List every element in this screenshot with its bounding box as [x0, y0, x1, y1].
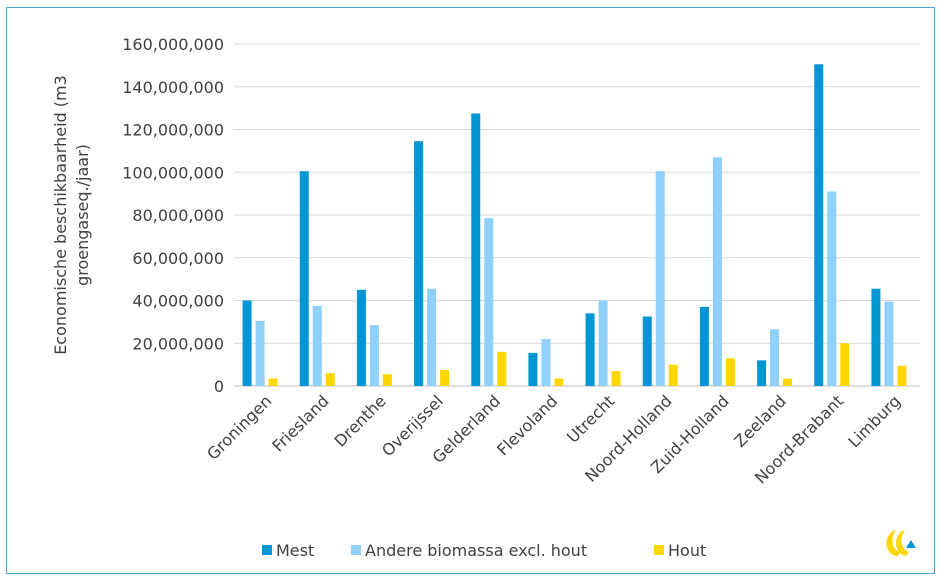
bar-andere-biomassa-excl-hout-friesland — [312, 305, 322, 386]
bar-mest-gelderland — [471, 113, 481, 386]
bar-mest-zuid-holland — [699, 306, 709, 386]
legend: Mest Andere biomassa excl. hout Hout — [262, 541, 706, 560]
bar-andere-biomassa-excl-hout-flevoland — [541, 338, 551, 386]
bar-andere-biomassa-excl-hout-noord-brabant — [827, 191, 837, 386]
bar-mest-friesland — [299, 171, 309, 386]
y-tick-label: 80,000,000 — [132, 206, 224, 225]
y-axis-label: Economische beschikbaarheid (m3 groengase… — [51, 75, 92, 355]
bar-hout-limburg — [897, 365, 907, 386]
bar-andere-biomassa-excl-hout-noord-holland — [655, 171, 665, 386]
y-tick-labels: 0 20,000,000 40,000,000 60,000,000 80,000,00… — [122, 35, 224, 396]
x-tick-label: Utrecht — [563, 391, 618, 446]
bar-hout-noord-holland — [668, 364, 678, 386]
legend-swatch — [351, 545, 361, 555]
ce-delft-logo-icon — [886, 530, 916, 556]
bar-mest-flevoland — [528, 352, 538, 386]
y-tick-label: 0 — [214, 377, 224, 396]
bar-hout-friesland — [325, 373, 335, 386]
bars — [242, 64, 907, 387]
bar-andere-biomassa-excl-hout-gelderland — [484, 218, 494, 386]
bar-hout-noord-brabant — [840, 343, 850, 386]
chart-frame — [6, 7, 935, 574]
bar-andere-biomassa-excl-hout-drenthe — [369, 325, 379, 386]
bar-hout-groningen — [268, 378, 278, 386]
bar-mest-utrecht — [585, 313, 595, 386]
gridlines — [234, 43, 920, 387]
y-tick-label: 120,000,000 — [122, 121, 224, 140]
y-tick-label: 160,000,000 — [122, 35, 224, 54]
y-tick-label: 100,000,000 — [122, 163, 224, 182]
y-tick-label: 140,000,000 — [122, 78, 224, 97]
bar-mest-limburg — [871, 288, 881, 386]
x-tick-label: Limburg — [844, 391, 904, 451]
y-tick-label: 60,000,000 — [132, 249, 224, 268]
y-tick-label: 20,000,000 — [132, 334, 224, 353]
bar-hout-utrecht — [611, 371, 621, 386]
x-tick-label: Zeeland — [730, 391, 790, 451]
bar-hout-drenthe — [382, 374, 392, 386]
legend-label: Andere biomassa excl. hout — [365, 541, 587, 560]
bar-mest-noord-brabant — [814, 64, 824, 387]
bar-andere-biomassa-excl-hout-zuid-holland — [712, 157, 722, 386]
y-tick-label: 40,000,000 — [132, 292, 224, 311]
bar-mest-zeeland — [757, 360, 767, 386]
x-tick-label: Friesland — [268, 391, 332, 455]
bar-hout-flevoland — [554, 378, 564, 386]
bar-andere-biomassa-excl-hout-zeeland — [770, 329, 780, 386]
bar-mest-groningen — [242, 300, 252, 386]
bar-andere-biomassa-excl-hout-limburg — [884, 301, 894, 386]
y-axis-label-line: groengaseq./jaar) — [73, 144, 92, 286]
bar-hout-overijssel — [440, 369, 450, 386]
bar-andere-biomassa-excl-hout-overijssel — [427, 288, 437, 386]
x-tick-label: Groningen — [203, 391, 275, 463]
x-tick-labels: GroningenFrieslandDrentheOverijsselGelde… — [203, 391, 904, 487]
x-tick-label: Flevoland — [493, 391, 561, 459]
bar-mest-noord-holland — [642, 316, 652, 386]
x-tick-label: Drenthe — [330, 391, 389, 450]
y-axis-label-line: Economische beschikbaarheid (m3 — [51, 75, 70, 355]
legend-label: Hout — [668, 541, 706, 560]
bar-andere-biomassa-excl-hout-utrecht — [598, 300, 608, 386]
bar-hout-zuid-holland — [725, 358, 735, 386]
bar-hout-gelderland — [497, 351, 507, 386]
bar-andere-biomassa-excl-hout-groningen — [255, 320, 265, 386]
legend-swatch — [262, 545, 272, 555]
legend-label: Mest — [276, 541, 314, 560]
legend-swatch — [654, 545, 664, 555]
bar-mest-overijssel — [414, 141, 424, 386]
bar-hout-zeeland — [783, 378, 793, 386]
bar-mest-drenthe — [356, 289, 366, 386]
